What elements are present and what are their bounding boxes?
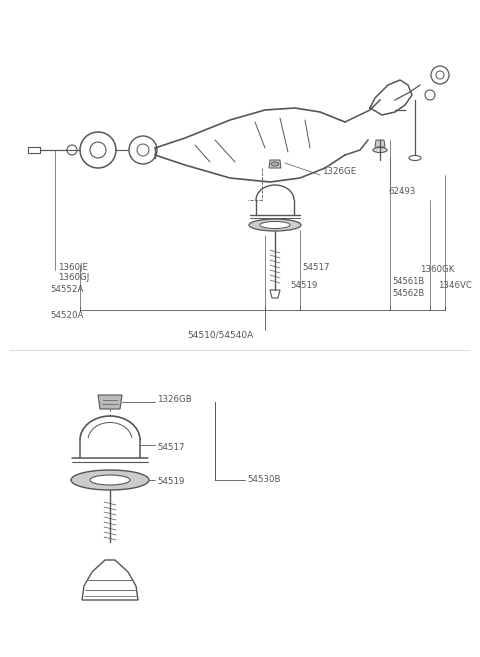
Text: 54517: 54517 xyxy=(157,443,184,451)
Text: 1360GJ: 1360GJ xyxy=(58,273,89,283)
Text: 1326GE: 1326GE xyxy=(322,168,356,177)
Text: 54520A: 54520A xyxy=(50,311,84,319)
Text: 54562B: 54562B xyxy=(392,288,424,298)
Ellipse shape xyxy=(260,221,290,229)
Ellipse shape xyxy=(90,475,130,485)
Text: 1326GB: 1326GB xyxy=(157,396,192,405)
Polygon shape xyxy=(269,160,281,168)
Text: 1360GK: 1360GK xyxy=(420,265,455,275)
Ellipse shape xyxy=(249,219,301,231)
Ellipse shape xyxy=(373,148,387,152)
Text: 54519: 54519 xyxy=(157,478,184,486)
Text: 1360JE: 1360JE xyxy=(58,263,88,273)
Text: 62493: 62493 xyxy=(388,187,415,196)
Text: 54519: 54519 xyxy=(290,281,317,290)
Text: 54510/54540A: 54510/54540A xyxy=(187,330,253,340)
Text: 1346VC: 1346VC xyxy=(438,281,472,290)
Text: 54530B: 54530B xyxy=(247,476,280,484)
Text: 54552A: 54552A xyxy=(50,286,84,294)
Ellipse shape xyxy=(271,162,279,166)
Polygon shape xyxy=(98,395,122,409)
Polygon shape xyxy=(375,140,385,147)
Text: 54561B: 54561B xyxy=(392,277,424,286)
Ellipse shape xyxy=(71,470,149,490)
Text: 54517: 54517 xyxy=(302,263,329,273)
